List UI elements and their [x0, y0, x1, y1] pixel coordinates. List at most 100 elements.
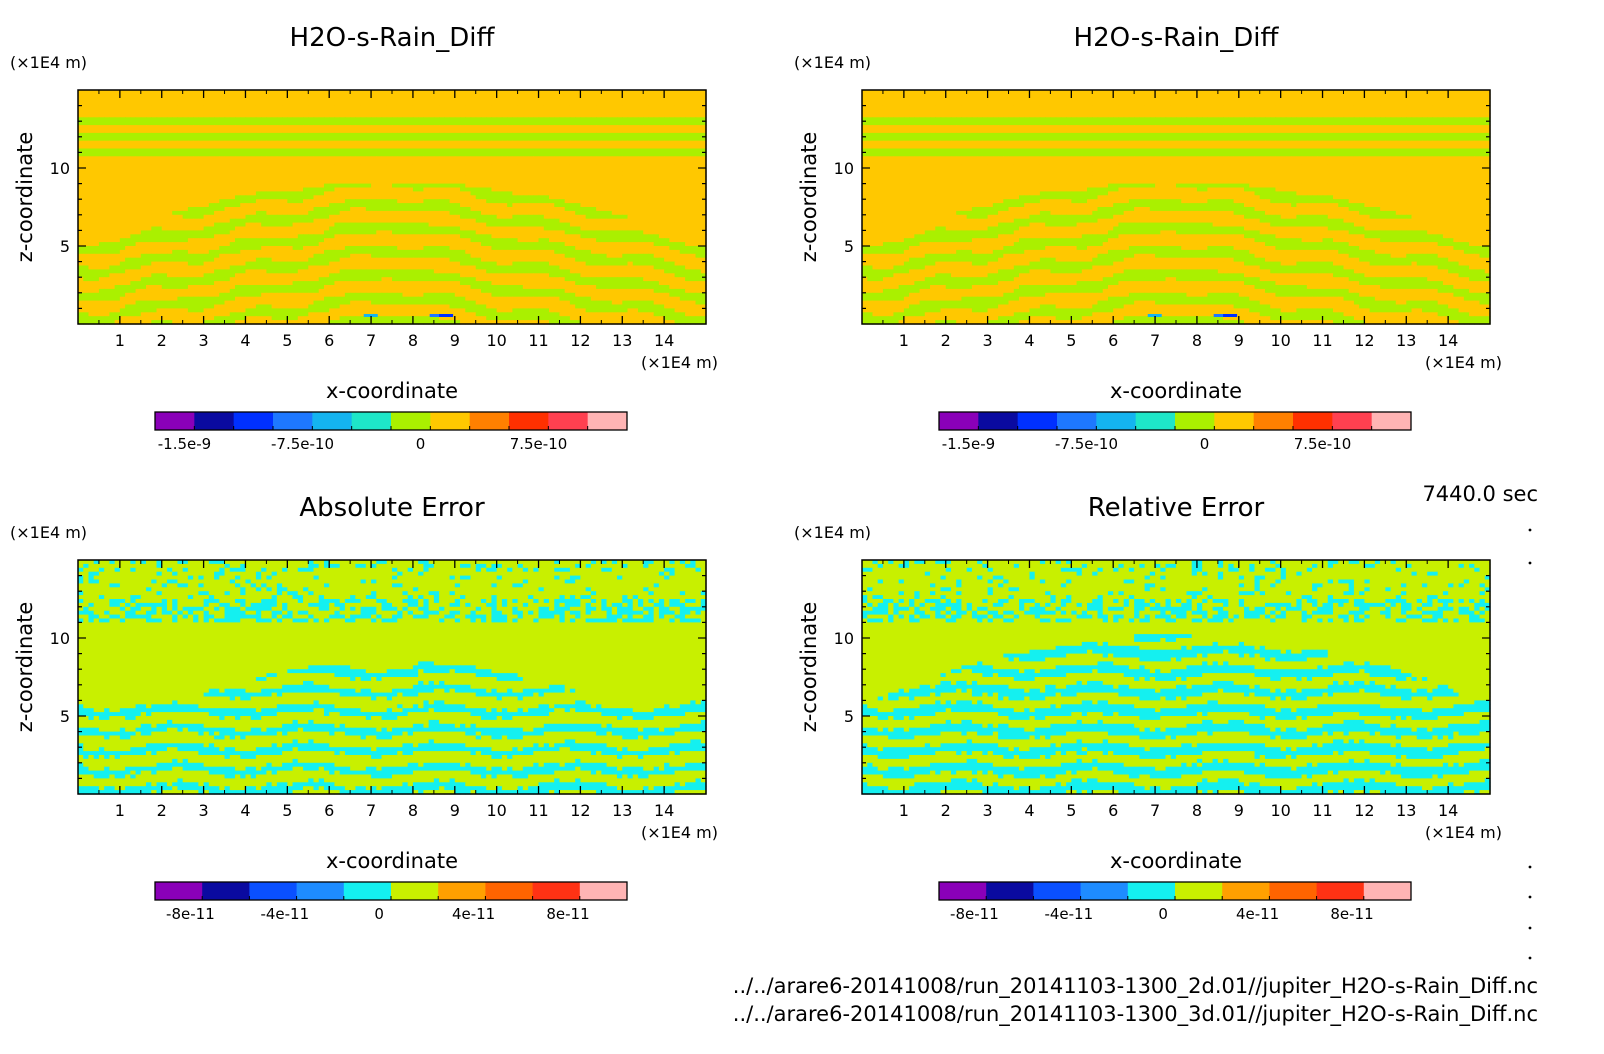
- heatmap-cell: [109, 242, 115, 247]
- heatmap-cell: [418, 137, 424, 142]
- heatmap-cell: [235, 188, 241, 193]
- heatmap-cell: [209, 156, 215, 161]
- heatmap-cell: [523, 102, 529, 107]
- heatmap-cell: [533, 149, 539, 154]
- heatmap-cell: [188, 121, 194, 126]
- heatmap-cell: [230, 219, 236, 224]
- heatmap-cell: [99, 180, 105, 185]
- heatmap-cell: [115, 156, 121, 161]
- heatmap-cell: [162, 110, 168, 115]
- heatmap-cell: [256, 168, 262, 173]
- heatmap-cell: [491, 215, 497, 220]
- heatmap-cell: [266, 145, 272, 150]
- heatmap-cell: [549, 246, 555, 251]
- heatmap-cell: [120, 207, 126, 212]
- heatmap-cell: [633, 191, 639, 196]
- heatmap-cell: [99, 172, 105, 177]
- heatmap-cell: [575, 230, 581, 235]
- heatmap-cell: [141, 164, 147, 169]
- heatmap-cell: [261, 215, 267, 220]
- heatmap-cell: [690, 149, 696, 154]
- heatmap-cell: [209, 227, 215, 232]
- heatmap-cell: [607, 223, 613, 228]
- heatmap-cell: [648, 121, 654, 126]
- heatmap-cell: [83, 184, 89, 189]
- heatmap-cell: [554, 207, 560, 212]
- heatmap-cell: [387, 191, 393, 196]
- heatmap-cell: [481, 211, 487, 216]
- heatmap-cell: [245, 133, 251, 138]
- heatmap-cell: [209, 102, 215, 107]
- heatmap-cell: [204, 172, 210, 177]
- heatmap-cell: [240, 238, 246, 243]
- heatmap-cell: [371, 98, 377, 103]
- heatmap-cell: [586, 110, 592, 115]
- heatmap-cell: [183, 176, 189, 181]
- heatmap-cell: [497, 176, 503, 181]
- heatmap-cell: [340, 102, 346, 107]
- heatmap-cell: [151, 129, 157, 134]
- heatmap-cell: [240, 188, 246, 193]
- heatmap-cell: [209, 121, 215, 126]
- heatmap-cell: [230, 102, 236, 107]
- heatmap-cell: [429, 133, 435, 138]
- heatmap-cell: [219, 121, 225, 126]
- heatmap-cell: [549, 145, 555, 150]
- heatmap-cell: [157, 121, 163, 126]
- heatmap-cell: [308, 227, 314, 232]
- heatmap-cell: [382, 121, 388, 126]
- heatmap-cell: [617, 203, 623, 208]
- heatmap-cell: [664, 184, 670, 189]
- heatmap-cell: [434, 102, 440, 107]
- heatmap-cell: [282, 164, 288, 169]
- heatmap-cell: [533, 106, 539, 111]
- heatmap-cell: [512, 219, 518, 224]
- heatmap-cell: [324, 188, 330, 193]
- heatmap-cell: [167, 149, 173, 154]
- heatmap-cell: [167, 172, 173, 177]
- heatmap-cell: [256, 152, 262, 157]
- heatmap-cell: [361, 168, 367, 173]
- heatmap-cell: [104, 106, 110, 111]
- heatmap-cell: [554, 195, 560, 200]
- heatmap-cell: [523, 121, 529, 126]
- heatmap-cell: [136, 137, 142, 142]
- heatmap-cell: [141, 141, 147, 146]
- heatmap-cell: [664, 160, 670, 165]
- heatmap-cell: [172, 102, 178, 107]
- heatmap-cell: [256, 227, 262, 232]
- heatmap-cell: [88, 152, 94, 157]
- heatmap-cell: [177, 102, 183, 107]
- heatmap-cell: [580, 110, 586, 115]
- heatmap-cell: [162, 129, 168, 134]
- heatmap-cell: [455, 203, 461, 208]
- heatmap-cell: [559, 145, 565, 150]
- heatmap-cell: [528, 117, 534, 122]
- heatmap-cell: [366, 110, 372, 115]
- heatmap-cell: [460, 246, 466, 251]
- heatmap-cell: [329, 113, 335, 118]
- heatmap-cell: [340, 137, 346, 142]
- heatmap-cell: [633, 98, 639, 103]
- heatmap-cell: [607, 152, 613, 157]
- heatmap-cell: [601, 129, 607, 134]
- heatmap-cell: [491, 176, 497, 181]
- heatmap-cell: [157, 168, 163, 173]
- heatmap-cell: [314, 113, 320, 118]
- heatmap-cell: [696, 168, 702, 173]
- heatmap-cell: [654, 145, 660, 150]
- heatmap-cell: [507, 102, 513, 107]
- heatmap-cell: [633, 156, 639, 161]
- heatmap-cell: [481, 141, 487, 146]
- heatmap-cell: [303, 164, 309, 169]
- heatmap-cell: [607, 234, 613, 239]
- heatmap-cell: [272, 94, 278, 99]
- heatmap-cell: [565, 238, 571, 243]
- heatmap-cell: [633, 211, 639, 216]
- heatmap-cell: [188, 149, 194, 154]
- heatmap-cell: [507, 203, 513, 208]
- heatmap-cell: [607, 191, 613, 196]
- heatmap-cell: [272, 215, 278, 220]
- heatmap-cell: [622, 149, 628, 154]
- heatmap-cell: [219, 137, 225, 142]
